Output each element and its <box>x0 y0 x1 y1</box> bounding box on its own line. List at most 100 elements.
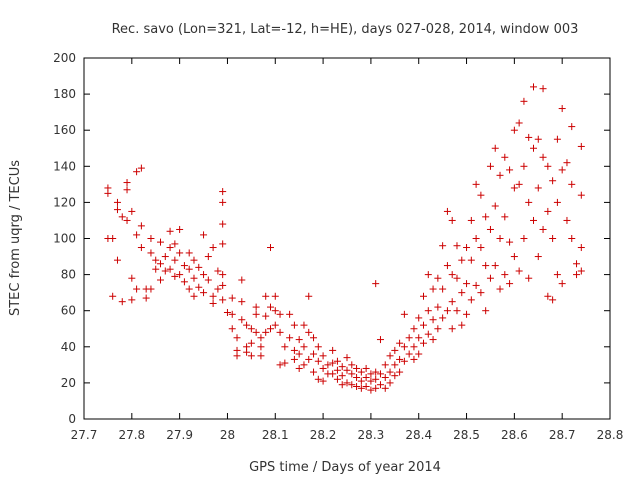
data-point <box>544 292 552 300</box>
data-point <box>247 352 255 360</box>
data-point <box>415 314 423 322</box>
x-tick-label: 28.3 <box>358 428 385 442</box>
data-point <box>257 334 265 342</box>
data-point <box>520 162 528 170</box>
data-point <box>376 370 384 378</box>
data-point <box>353 383 361 391</box>
data-point <box>525 133 533 141</box>
data-point <box>429 336 437 344</box>
data-point <box>271 292 279 300</box>
data-point <box>238 276 246 284</box>
data-point <box>271 321 279 329</box>
data-point <box>391 372 399 380</box>
data-point <box>243 321 251 329</box>
data-point <box>176 249 184 257</box>
data-point <box>333 375 341 383</box>
data-point <box>113 198 121 206</box>
data-point <box>247 339 255 347</box>
data-point <box>477 191 485 199</box>
data-point <box>113 206 121 214</box>
y-tick-label: 80 <box>61 268 76 282</box>
data-point <box>577 244 585 252</box>
data-point <box>219 296 227 304</box>
data-point <box>329 346 337 354</box>
data-point <box>429 316 437 324</box>
data-point <box>290 321 298 329</box>
data-point <box>549 296 557 304</box>
x-tick-label: 28.6 <box>501 428 528 442</box>
data-point <box>400 310 408 318</box>
data-point <box>467 256 475 264</box>
data-point <box>453 307 461 315</box>
data-point <box>257 352 265 360</box>
data-point <box>506 238 514 246</box>
data-point <box>539 225 547 233</box>
data-point <box>448 216 456 224</box>
data-point <box>286 334 294 342</box>
x-tick-label: 28.7 <box>549 428 576 442</box>
data-point <box>195 263 203 271</box>
data-point <box>223 309 231 317</box>
data-point <box>185 249 193 257</box>
data-point <box>448 271 456 279</box>
data-point <box>400 357 408 365</box>
data-point <box>161 267 169 275</box>
data-point <box>161 253 169 261</box>
data-point <box>463 244 471 252</box>
data-point <box>372 384 380 392</box>
data-point <box>434 325 442 333</box>
data-point <box>553 271 561 279</box>
data-point <box>420 292 428 300</box>
y-tick-label: 180 <box>53 87 76 101</box>
data-point <box>496 285 504 293</box>
y-tick-label: 20 <box>61 376 76 390</box>
x-axis-title: GPS time / Days of year 2014 <box>249 460 441 475</box>
data-point <box>133 231 141 239</box>
data-point <box>386 379 394 387</box>
data-point <box>305 328 313 336</box>
y-tick-label: 160 <box>53 123 76 137</box>
data-point <box>252 310 260 318</box>
data-point <box>338 363 346 371</box>
data-point <box>305 292 313 300</box>
data-point <box>410 325 418 333</box>
data-point <box>525 274 533 282</box>
data-point <box>429 285 437 293</box>
data-point <box>573 271 581 279</box>
data-point <box>410 355 418 363</box>
data-point <box>439 285 447 293</box>
data-point <box>381 384 389 392</box>
data-point <box>362 383 370 391</box>
data-point <box>424 330 432 338</box>
data-point <box>420 339 428 347</box>
data-point <box>506 280 514 288</box>
data-point <box>157 276 165 284</box>
data-point <box>420 321 428 329</box>
data-point <box>262 328 270 336</box>
data-point <box>405 350 413 358</box>
data-point <box>219 220 227 228</box>
data-point <box>271 307 279 315</box>
data-point <box>214 285 222 293</box>
data-point <box>276 328 284 336</box>
data-point <box>185 265 193 273</box>
data-point <box>577 267 585 275</box>
data-point <box>458 321 466 329</box>
data-point <box>434 274 442 282</box>
data-point <box>343 379 351 387</box>
data-point <box>142 294 150 302</box>
data-point <box>310 334 318 342</box>
data-point <box>458 289 466 297</box>
x-tick-label: 27.7 <box>71 428 98 442</box>
data-point <box>200 231 208 239</box>
data-point <box>486 162 494 170</box>
data-point <box>118 298 126 306</box>
data-point <box>200 271 208 279</box>
data-point <box>482 213 490 221</box>
data-point <box>319 364 327 372</box>
data-point <box>558 166 566 174</box>
data-point <box>453 242 461 250</box>
data-point <box>568 235 576 242</box>
data-point <box>549 177 557 185</box>
